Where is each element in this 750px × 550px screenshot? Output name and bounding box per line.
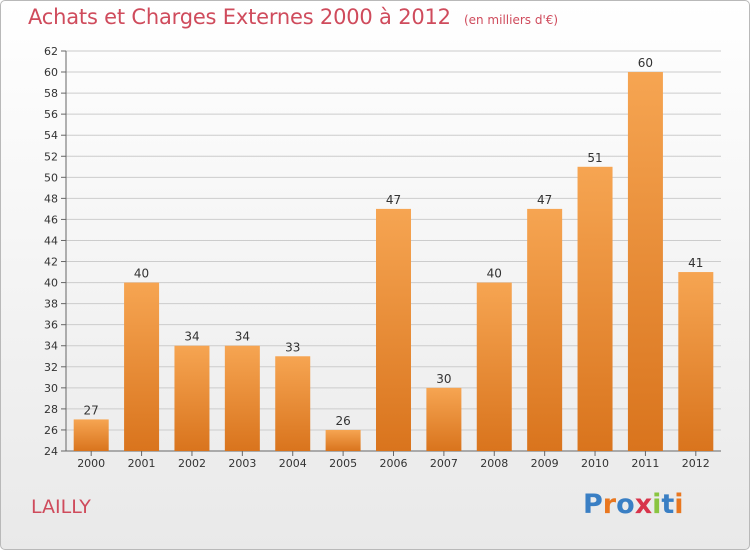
- bar: [476, 282, 512, 451]
- x-tick-label: 2011: [631, 457, 659, 470]
- bar-value-label: 41: [688, 256, 703, 270]
- bar: [426, 387, 462, 451]
- bar-value-label: 60: [638, 56, 653, 70]
- y-tick-label: 62: [44, 45, 58, 58]
- logo-letter: x: [634, 489, 653, 520]
- bar: [124, 282, 160, 451]
- bar-value-label: 34: [235, 330, 250, 344]
- bar-value-label: 26: [335, 414, 350, 428]
- x-tick-label: 2004: [279, 457, 307, 470]
- y-tick-label: 56: [44, 108, 58, 121]
- bar-value-label: 30: [436, 372, 451, 386]
- y-tick-label: 44: [44, 234, 58, 247]
- y-tick-label: 42: [44, 256, 58, 269]
- label-layer: 27 40 34 34 33 26 47 30 40 47 51 60 41: [84, 56, 704, 428]
- logo-letter: i: [652, 489, 662, 520]
- x-tick-label: 2002: [178, 457, 206, 470]
- y-tick-label: 52: [44, 150, 58, 163]
- y-tick-label: 32: [44, 361, 58, 374]
- y-tick-label: 30: [44, 382, 58, 395]
- y-tick-label: 36: [44, 319, 58, 332]
- logo-letter: i: [674, 489, 684, 520]
- bar-value-label: 47: [537, 193, 552, 207]
- chart-title-block: Achats et Charges Externes 2000 à 2012 (…: [28, 5, 558, 29]
- logo-letter: r: [602, 489, 617, 520]
- y-tick-label: 60: [44, 66, 58, 79]
- logo-letter: P: [583, 489, 603, 520]
- chart-unit: (en milliers d'€): [463, 13, 559, 27]
- y-tick-label: 26: [44, 424, 58, 437]
- proxiti-logo: Proxiti: [583, 489, 684, 520]
- y-tick-label: 54: [44, 129, 58, 142]
- x-tick-label: 2005: [329, 457, 357, 470]
- chart-title: Achats et Charges Externes 2000 à 2012: [28, 5, 451, 29]
- bar-value-label: 33: [285, 340, 300, 354]
- x-tick-label: 2001: [128, 457, 156, 470]
- bar-value-label: 47: [386, 193, 401, 207]
- bar-value-label: 34: [184, 330, 199, 344]
- bar-layer: [73, 72, 714, 451]
- bar: [527, 208, 563, 451]
- logo-letter: t: [661, 489, 675, 520]
- bar: [627, 72, 663, 451]
- y-tick-label: 58: [44, 87, 58, 100]
- bar-value-label: 40: [487, 267, 502, 281]
- x-tick-label: 2012: [682, 457, 710, 470]
- x-tick-label: 2010: [581, 457, 609, 470]
- y-tick-label: 50: [44, 171, 58, 184]
- bar: [73, 419, 109, 451]
- x-tick-label: 2009: [531, 457, 559, 470]
- x-tick-label: 2008: [480, 457, 508, 470]
- x-tick-label: 2003: [228, 457, 256, 470]
- x-tick-label: 2000: [77, 457, 105, 470]
- bar: [224, 345, 260, 451]
- bar: [174, 345, 210, 451]
- y-tick-label: 46: [44, 213, 58, 226]
- bar-value-label: 40: [134, 267, 149, 281]
- bar: [376, 208, 411, 451]
- y-tick-label: 48: [44, 192, 58, 205]
- bar: [275, 356, 311, 451]
- x-tick-label: 2006: [380, 457, 408, 470]
- bar: [325, 429, 361, 451]
- y-tick-label: 38: [44, 298, 58, 311]
- y-tick-label: 24: [44, 445, 58, 458]
- y-tick-label: 34: [44, 340, 58, 353]
- logo-letter: o: [616, 489, 635, 520]
- bar-value-label: 51: [587, 151, 602, 165]
- x-tick-label: 2007: [430, 457, 458, 470]
- bar: [577, 166, 613, 451]
- bar-value-label: 27: [84, 403, 99, 417]
- y-tick-label: 40: [44, 277, 58, 290]
- commune-name: LAILLY: [31, 496, 91, 518]
- y-tick-label: 28: [44, 403, 58, 416]
- bar: [678, 272, 714, 451]
